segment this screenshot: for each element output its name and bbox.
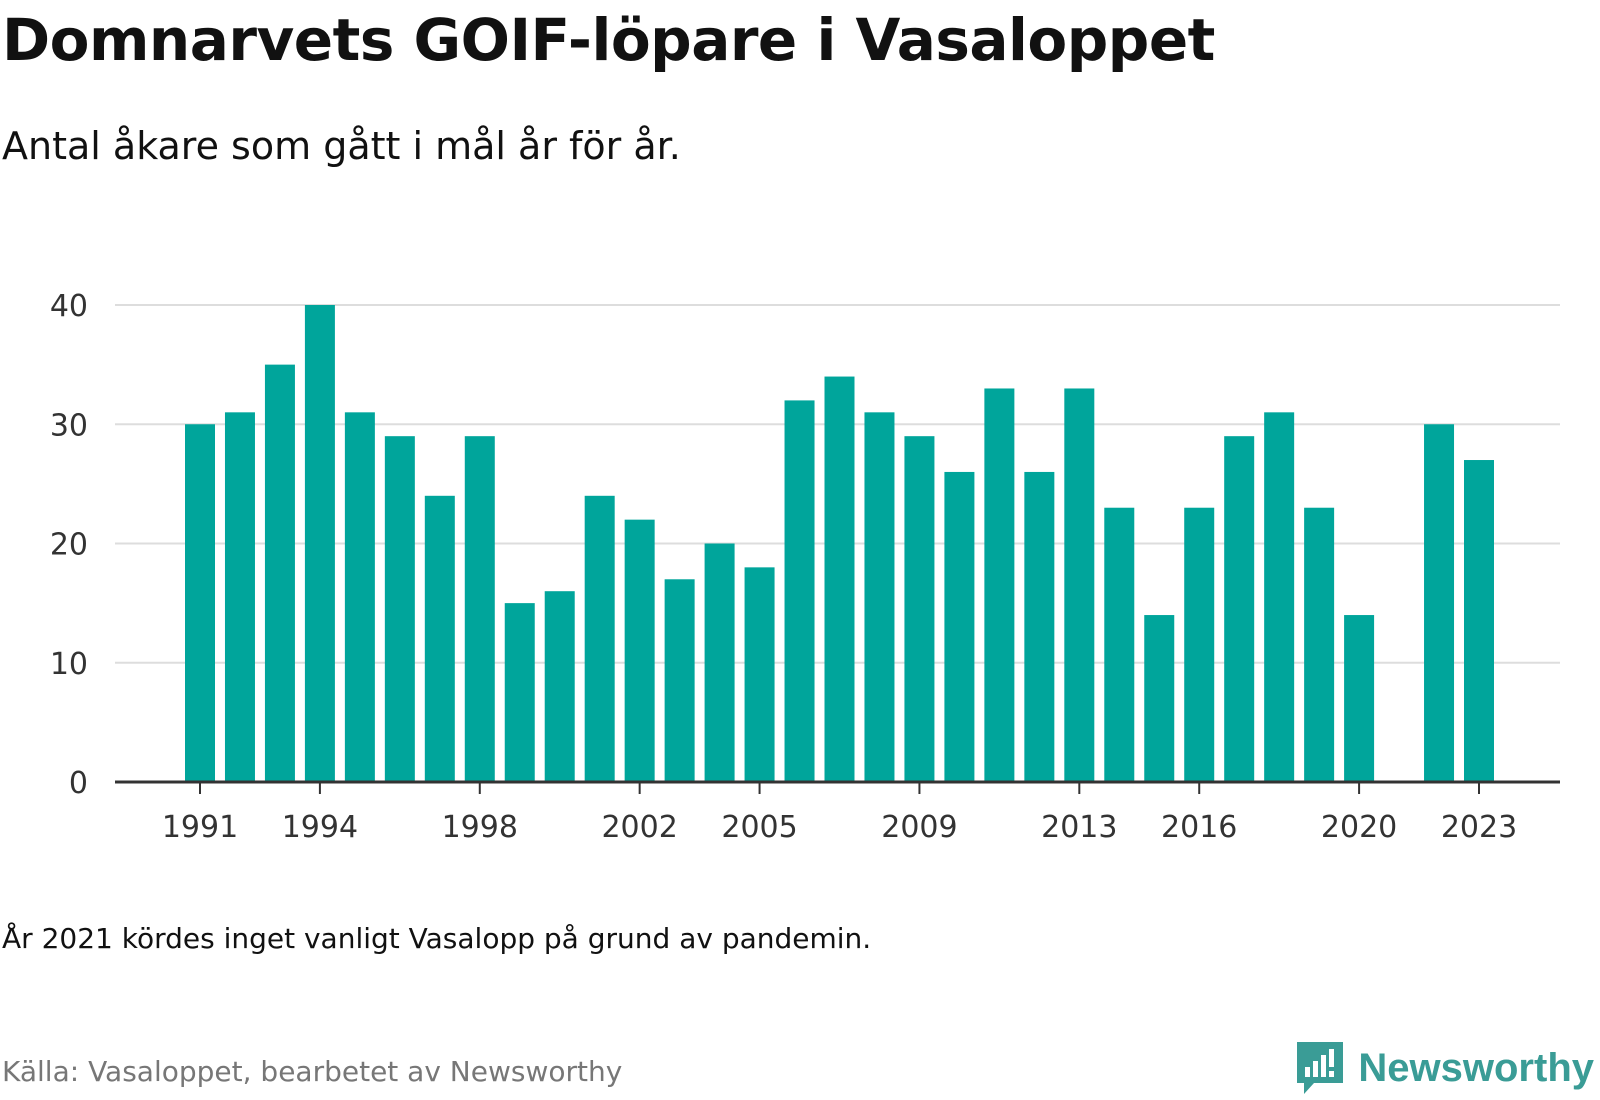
bar-2005 [744,567,775,782]
bar-1991 [185,424,215,782]
bar-2020 [1344,615,1375,782]
bar-2016 [1184,507,1215,782]
bar-2013 [1064,388,1095,782]
bar-2017 [1224,436,1255,782]
bar-2008 [864,412,895,782]
x-tick-label-2002: 2002 [601,810,677,845]
bar-2003 [664,579,695,782]
brand-name: Newsworthy [1358,1045,1594,1090]
bar-1999 [504,603,535,782]
bar-2019 [1304,507,1335,782]
x-tick-label-2009: 2009 [881,810,957,845]
bar-1995 [344,412,375,782]
x-tick-label-2013: 2013 [1041,810,1117,845]
footnote: År 2021 kördes inget vanligt Vasalopp på… [2,922,872,955]
bar-1992 [224,412,255,782]
x-tick-label-2005: 2005 [721,810,797,845]
x-tick-label-1998: 1998 [442,810,518,845]
bar-2009 [904,436,935,782]
bar-2011 [984,388,1015,782]
y-tick-label-30: 30 [50,408,88,443]
bar-2002 [624,519,655,782]
x-tick-label-2016: 2016 [1161,810,1237,845]
bar-2007 [824,376,855,782]
bar-2006 [784,400,815,782]
y-tick-label-40: 40 [50,289,88,324]
bar-2004 [704,543,735,782]
bars [185,305,1494,782]
bar-2010 [944,471,975,782]
bar-2012 [1024,471,1055,782]
chart-subtitle: Antal åkare som gått i mål år för år. [2,124,681,168]
x-tick-label-1994: 1994 [282,810,358,845]
bar-2015 [1144,615,1175,782]
bar-chart: 0 10 20 30 40 1991 1994 1998 2002 2005 2009 2013 201… [50,289,1560,845]
x-tick-label-1991: 1991 [162,810,238,845]
x-tick-label-2023: 2023 [1441,810,1517,845]
chart-title: Domnarvets GOIF-löpare i Vasaloppet [2,6,1215,74]
bar-2018 [1264,412,1295,782]
bar-1997 [424,495,455,782]
bar-2022 [1424,424,1455,782]
y-tick-label-10: 10 [50,647,88,682]
bar-2014 [1104,507,1135,782]
source-credit: Källa: Vasaloppet, bearbetet av Newswort… [2,1055,623,1088]
y-tick-label-20: 20 [50,528,88,563]
bar-2000 [544,591,575,782]
bar-1998 [464,436,495,782]
x-tick-label-2020: 2020 [1321,810,1397,845]
y-tick-label-0: 0 [69,766,88,801]
bar-1993 [264,364,295,782]
bar-1996 [384,436,415,782]
newsworthy-logo-icon [1297,1042,1344,1094]
bar-2023 [1464,460,1494,782]
bar-2001 [584,495,615,782]
brand-logo: Newsworthy [1294,1038,1594,1098]
axes: 0 10 20 30 40 1991 1994 1998 2002 2005 2009 2013 201… [50,289,1560,845]
bar-1994 [304,305,335,782]
